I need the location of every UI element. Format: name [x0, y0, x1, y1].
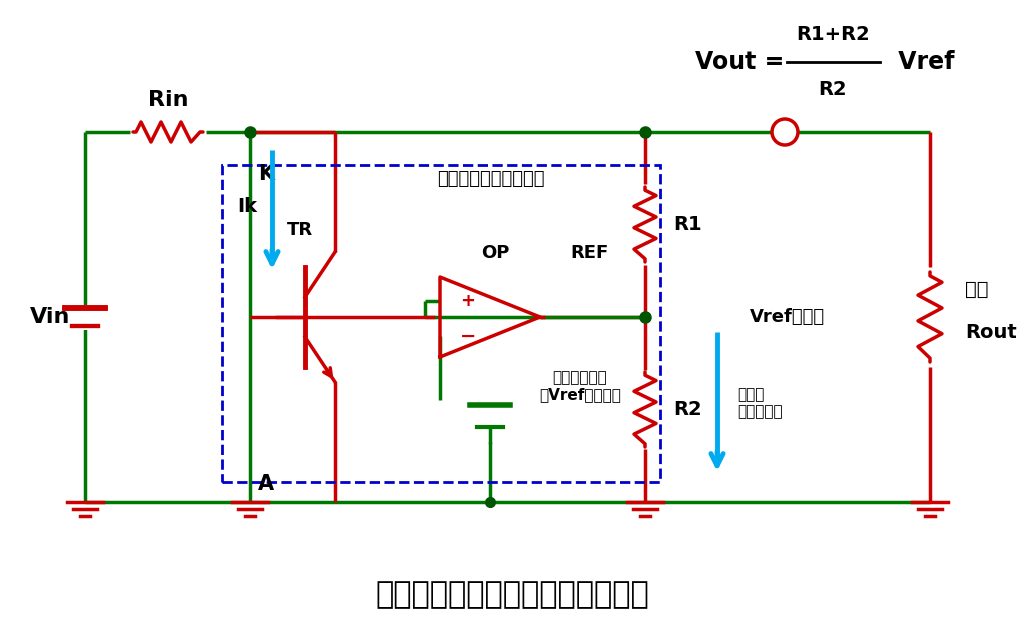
Text: シャントレギュレータ: シャントレギュレータ — [437, 170, 545, 188]
Text: R2: R2 — [673, 400, 701, 419]
Text: 電流が
一定を維持: 電流が 一定を維持 — [737, 387, 782, 419]
Text: Rin: Rin — [147, 90, 188, 110]
Text: −: − — [460, 327, 476, 345]
Text: Vout =: Vout = — [695, 50, 793, 74]
Text: 内部基準魅圧
（Vrefに相当）: 内部基準魅圧 （Vrefに相当） — [539, 370, 621, 402]
Text: R1: R1 — [673, 215, 701, 234]
Text: Vref＝一定: Vref＝一定 — [750, 308, 825, 326]
Text: Vref: Vref — [890, 50, 954, 74]
Text: Rout: Rout — [965, 322, 1017, 341]
Text: R1+R2: R1+R2 — [796, 25, 869, 44]
Text: K: K — [258, 164, 274, 184]
Text: R2: R2 — [818, 80, 847, 99]
Text: A: A — [258, 474, 274, 494]
Text: REF: REF — [570, 244, 609, 262]
Text: Vin: Vin — [30, 307, 71, 327]
Text: +: + — [461, 292, 475, 310]
Text: Ik: Ik — [237, 196, 257, 215]
Text: TR: TR — [287, 221, 313, 239]
Text: OP: OP — [481, 244, 509, 262]
Text: シャントレギュレータの内部回路: シャントレギュレータの内部回路 — [375, 580, 649, 610]
Text: 負荷: 負荷 — [965, 280, 988, 299]
